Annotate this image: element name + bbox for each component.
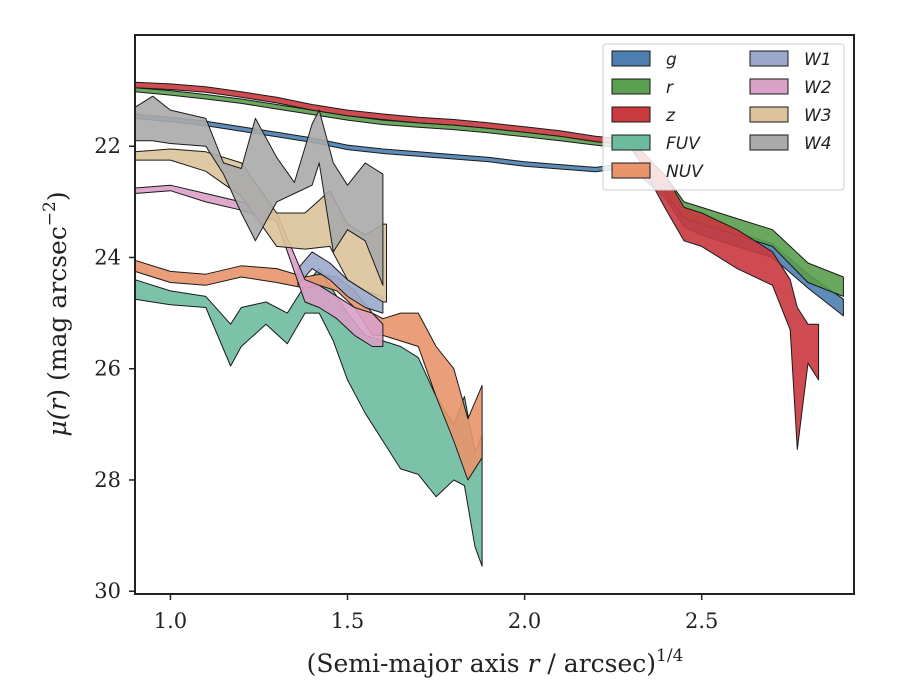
legend: grz FUV NUV W1 W2 W3 W4 [602,43,845,191]
legend-swatch-fuv [611,134,651,151]
legend-label-w1: W1 [804,50,832,70]
legend-swatch-w3 [749,106,789,123]
legend-label-w2: W2 [804,78,832,98]
legend-swatch-w1 [749,50,789,67]
x-tick-label: 1.0 [154,609,187,633]
legend-label-w3: W3 [804,106,832,126]
band-w4 [134,95,384,286]
x-axis-ticks: 1.0 1.5 2.0 2.5 [154,594,718,633]
y-tick-label: 22 [94,134,121,158]
y-axis-ticks: 22 24 26 28 30 [94,134,135,603]
legend-swatch-w4 [749,134,789,151]
band-g [134,113,844,317]
legend-swatch-r [611,78,651,95]
x-axis-label: (Semi-major axis r / arcsec)1/4 [307,646,684,678]
band-nuv [134,259,483,481]
x-tick-label: 1.5 [331,609,364,633]
y-tick-label: 26 [94,357,121,381]
legend-label-w4: W4 [804,134,832,154]
legend-label-fuv: FUV [666,134,701,154]
legend-swatch-z [611,106,651,123]
y-tick-label: 24 [94,245,121,269]
legend-swatch-nuv [611,162,651,179]
legend-label-z: z [665,106,676,126]
legend-label-g: g [666,50,677,70]
y-tick-label: 28 [94,468,121,492]
x-tick-label: 2.5 [685,609,718,633]
band-fuv [134,268,483,567]
legend-label-r: r [666,78,674,98]
y-tick-label: 30 [94,579,121,603]
band-w1 [297,251,384,314]
y-axis-label: μ(r) (mag arcsec−2) [40,191,72,436]
x-tick-label: 2.0 [508,609,541,633]
legend-swatch-w2 [749,78,789,95]
legend-swatch-g [611,50,651,67]
plot-frame [134,34,855,595]
legend-label-nuv: NUV [666,162,704,182]
